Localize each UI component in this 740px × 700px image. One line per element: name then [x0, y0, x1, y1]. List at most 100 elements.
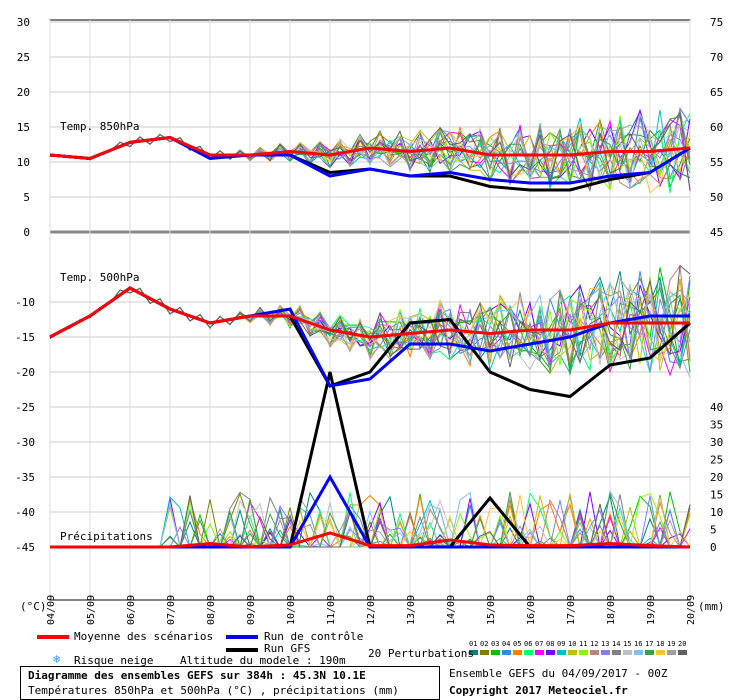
x-tick-label: 19/09: [646, 595, 657, 625]
perturbation-swatch: [513, 650, 522, 655]
perturbation-swatch: [623, 650, 632, 655]
right-tick-precip: 15: [710, 489, 723, 502]
perturbation-swatch: [546, 650, 555, 655]
panel-label-precip: Précipitations: [60, 530, 153, 543]
perturbation-swatch: [612, 650, 621, 655]
x-tick-label: 20/09: [686, 595, 697, 625]
perturbation-number: 07: [535, 640, 543, 648]
series-line-500: [49, 286, 690, 339]
left-tick-850: 25: [17, 51, 30, 64]
main-series-lines: [49, 135, 691, 549]
x-tick-label: 18/09: [606, 595, 617, 625]
perturbation-number: 12: [590, 640, 598, 648]
perturbation-number: 10: [568, 640, 576, 648]
x-tick-label: 05/09: [86, 595, 97, 625]
left-tick-500: -35: [15, 471, 35, 484]
right-tick-precip: 30: [710, 436, 723, 449]
perturbation-swatch: [579, 650, 588, 655]
left-tick-850: 0: [23, 226, 30, 239]
right-axis-unit: (mm): [698, 600, 725, 613]
perturbation-number: 02: [480, 640, 488, 648]
perturbation-swatch: [590, 650, 599, 655]
perturbation-swatch: [491, 650, 500, 655]
perturbation-number: 20: [678, 640, 686, 648]
legend-swatch-control: [226, 635, 258, 639]
altitude-label: Altitude du modele : 190m: [180, 654, 346, 667]
series-line-850: [49, 135, 691, 161]
perturbation-number: 04: [502, 640, 510, 648]
perturbation-swatch: [645, 650, 654, 655]
perturbation-number: 17: [645, 640, 653, 648]
x-tick-label: 16/09: [526, 595, 537, 625]
perturbation-swatch: [480, 650, 489, 655]
legend-swatch-mean: [37, 635, 69, 639]
legend-swatch-gfs: [226, 648, 258, 652]
copyright: Copyright 2017 Meteociel.fr: [449, 684, 628, 697]
perturbation-swatch: [502, 650, 511, 655]
perturbation-swatch: [634, 650, 643, 655]
x-tick-label: 17/09: [566, 595, 577, 625]
perturbation-number: 06: [524, 640, 532, 648]
legend-label-control: Run de contrôle: [264, 630, 364, 643]
left-tick-850: 10: [17, 156, 30, 169]
title-line1: Diagramme des ensembles GEFS sur 384h : …: [28, 669, 366, 682]
perturbations-label: 20 Perturbations: [368, 647, 474, 660]
perturbation-swatch: [469, 650, 478, 655]
perturbation-number: 09: [557, 640, 565, 648]
right-tick-precip: 35: [710, 419, 723, 432]
perturbation-swatch: [524, 650, 533, 655]
x-tick-label: 08/09: [206, 595, 217, 625]
perturbation-number: 11: [579, 640, 587, 648]
right-tick-precip: 20: [710, 471, 723, 484]
perturbation-swatch: [568, 650, 577, 655]
right-tick-850: 50: [710, 191, 723, 204]
snow-risk-label: Risque neige: [74, 654, 154, 667]
x-tick-label: 04/09: [46, 595, 57, 625]
left-axis-unit: (°C): [20, 600, 47, 613]
legend-label-mean: Moyenne des scénarios: [74, 630, 214, 643]
left-tick-850: 5: [23, 191, 30, 204]
perturbation-swatch: [535, 650, 544, 655]
left-tick-500: -30: [15, 436, 35, 449]
left-tick-500: -15: [15, 331, 35, 344]
left-tick-500: -40: [15, 506, 35, 519]
perturbation-number: 16: [634, 640, 642, 648]
left-tick-500: -25: [15, 401, 35, 414]
perturbation-number: 15: [623, 640, 631, 648]
perturbation-number: 08: [546, 640, 554, 648]
right-tick-precip: 5: [710, 524, 717, 537]
perturbation-swatch: [667, 650, 676, 655]
left-tick-500: -45: [15, 541, 35, 554]
legend-label-gfs: Run GFS: [264, 642, 311, 655]
perturbation-number: 19: [667, 640, 675, 648]
left-tick-500: -10: [15, 296, 35, 309]
right-tick-precip: 10: [710, 506, 723, 519]
x-tick-label: 06/09: [126, 595, 137, 625]
right-tick-850: 70: [710, 51, 723, 64]
perturbation-number: 01: [469, 640, 477, 648]
perturbation-number: 05: [513, 640, 521, 648]
right-tick-850: 60: [710, 121, 723, 134]
panel-label-850: Temp. 850hPa: [60, 120, 139, 133]
snowflake-icon: ❄: [53, 652, 61, 666]
x-tick-label: 07/09: [166, 595, 177, 625]
title-line2: Températures 850hPa et 500hPa (°C) , pré…: [28, 684, 399, 697]
right-tick-850: 65: [710, 86, 723, 99]
right-tick-850: 55: [710, 156, 723, 169]
left-tick-500: -20: [15, 366, 35, 379]
panel-label-500: Temp. 500hPa: [60, 271, 139, 284]
right-tick-precip: 0: [710, 541, 717, 554]
series-line-precip: [50, 531, 691, 549]
right-tick-precip: 25: [710, 454, 723, 467]
perturbation-swatch: [656, 650, 665, 655]
perturbation-number: 13: [601, 640, 609, 648]
x-tick-label: 14/09: [446, 595, 457, 625]
left-tick-850: 15: [17, 121, 30, 134]
x-tick-label: 15/09: [486, 595, 497, 625]
perturbation-number: 18: [656, 640, 664, 648]
x-tick-label: 13/09: [406, 595, 417, 625]
x-tick-label: 09/09: [246, 595, 257, 625]
left-tick-850: 20: [17, 86, 30, 99]
